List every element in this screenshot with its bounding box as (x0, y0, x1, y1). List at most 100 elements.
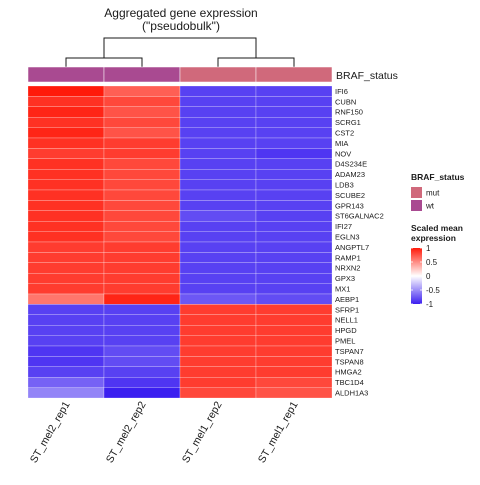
cell-MIA-ST_mel1_rep1 (255, 137, 333, 149)
gene-label: ALDH1A3 (335, 389, 368, 398)
status-legend-swatch-mut (411, 187, 422, 198)
sample-label: ST_mel2_rep1 (28, 399, 73, 465)
cell-RAMP1-ST_mel1_rep1 (255, 252, 333, 263)
annotation-cell-ST_mel2_rep1 (27, 66, 105, 83)
gene-label: AEBP1 (335, 295, 359, 304)
cell-NELL1-ST_mel2_rep2 (103, 314, 181, 326)
cell-ANGPTL7-ST_mel2_rep1 (27, 241, 105, 253)
cell-HPGD-ST_mel1_rep2 (179, 325, 257, 336)
cell-IFI6-ST_mel2_rep1 (27, 85, 105, 97)
cell-CUBN-ST_mel2_rep2 (103, 96, 181, 107)
cell-SFRP1-ST_mel1_rep1 (255, 304, 333, 315)
cell-RNF150-ST_mel2_rep1 (27, 106, 105, 118)
cell-NELL1-ST_mel1_rep2 (179, 314, 257, 326)
color-scale-tick-label: 0.5 (426, 258, 438, 267)
cell-D4S234E-ST_mel1_rep2 (179, 158, 257, 170)
gene-label: NRXN2 (335, 264, 360, 273)
cell-CST2-ST_mel2_rep1 (27, 127, 105, 139)
cell-TSPAN8-ST_mel2_rep1 (27, 356, 105, 367)
cell-HPGD-ST_mel2_rep2 (103, 325, 181, 336)
cell-HMGA2-ST_mel1_rep2 (179, 366, 257, 378)
annotation-bar (27, 66, 333, 83)
cell-ANGPTL7-ST_mel1_rep2 (179, 241, 257, 253)
cell-HMGA2-ST_mel1_rep1 (255, 366, 333, 378)
title-line-2: ("pseudobulk") (142, 19, 220, 33)
cell-HPGD-ST_mel1_rep1 (255, 325, 333, 336)
sample-label: ST_mel1_rep1 (256, 399, 301, 465)
cell-HPGD-ST_mel2_rep1 (27, 325, 105, 336)
cell-MX1-ST_mel1_rep1 (255, 283, 333, 295)
cell-RNF150-ST_mel1_rep1 (255, 106, 333, 118)
cell-NOV-ST_mel2_rep2 (103, 148, 181, 159)
sample-label: ST_mel2_rep2 (104, 399, 149, 465)
cell-TBC1D4-ST_mel1_rep2 (179, 377, 257, 388)
cell-TSPAN8-ST_mel2_rep2 (103, 356, 181, 367)
cell-RNF150-ST_mel2_rep2 (103, 106, 181, 118)
gene-label: CUBN (335, 97, 356, 106)
cell-ANGPTL7-ST_mel1_rep1 (255, 241, 333, 253)
cell-MIA-ST_mel1_rep2 (179, 137, 257, 149)
cell-GPX3-ST_mel1_rep1 (255, 273, 333, 284)
cell-ADAM23-ST_mel2_rep2 (103, 169, 181, 180)
cell-TSPAN7-ST_mel1_rep1 (255, 345, 333, 357)
cell-MX1-ST_mel2_rep2 (103, 283, 181, 295)
cell-AEBP1-ST_mel1_rep1 (255, 293, 333, 305)
column-dendrogram (65, 37, 295, 67)
color-scale-legend: Scaled mean expression 1 0.5 0 -0.5 -1 (411, 223, 463, 309)
cell-CST2-ST_mel2_rep2 (103, 127, 181, 139)
cell-CST2-ST_mel1_rep1 (255, 127, 333, 139)
cell-ALDH1A3-ST_mel1_rep2 (179, 387, 257, 399)
cell-NELL1-ST_mel2_rep1 (27, 314, 105, 326)
cell-HMGA2-ST_mel2_rep1 (27, 366, 105, 378)
gene-label: IFI6 (335, 87, 348, 96)
cell-CUBN-ST_mel1_rep1 (255, 96, 333, 107)
heatmap-cells (27, 85, 333, 399)
status-legend-label-mut: mut (426, 189, 440, 198)
annotation-cell-ST_mel1_rep1 (255, 66, 333, 83)
status-legend-label-wt: wt (425, 202, 435, 211)
gene-label: EGLN3 (335, 233, 360, 242)
cell-TBC1D4-ST_mel2_rep1 (27, 377, 105, 388)
cell-SFRP1-ST_mel2_rep1 (27, 304, 105, 315)
gene-label: NELL1 (335, 316, 358, 325)
dendrogram-branch-wt (65, 57, 143, 67)
status-legend: BRAF_status mut wt (411, 172, 465, 211)
annotation-cell-ST_mel2_rep2 (103, 66, 181, 83)
gene-label: SCRG1 (335, 118, 361, 127)
cell-NOV-ST_mel1_rep1 (255, 148, 333, 159)
color-scale-tick-label: -0.5 (426, 286, 440, 295)
color-scale-bar (411, 248, 422, 304)
cell-RAMP1-ST_mel1_rep2 (179, 252, 257, 263)
cell-TBC1D4-ST_mel2_rep2 (103, 377, 181, 388)
cell-NOV-ST_mel1_rep2 (179, 148, 257, 159)
cell-LDB3-ST_mel1_rep1 (255, 179, 333, 191)
cell-SCUBE2-ST_mel2_rep2 (103, 189, 181, 201)
cell-ADAM23-ST_mel1_rep2 (179, 169, 257, 180)
cell-MX1-ST_mel2_rep1 (27, 283, 105, 295)
cell-TSPAN7-ST_mel2_rep2 (103, 345, 181, 357)
gene-label: MIA (335, 139, 348, 148)
cell-LDB3-ST_mel2_rep1 (27, 179, 105, 191)
annotation-label: BRAF_status (336, 70, 398, 82)
cell-MIA-ST_mel2_rep2 (103, 137, 181, 149)
cell-EGLN3-ST_mel2_rep1 (27, 231, 105, 243)
cell-CUBN-ST_mel2_rep1 (27, 96, 105, 107)
cell-MIA-ST_mel2_rep1 (27, 137, 105, 149)
cell-NRXN2-ST_mel1_rep2 (179, 262, 257, 274)
cell-GPR143-ST_mel1_rep2 (179, 200, 257, 211)
gene-label: D4S234E (335, 160, 367, 169)
cell-ST6GALNAC2-ST_mel1_rep1 (255, 210, 333, 222)
cell-NRXN2-ST_mel2_rep1 (27, 262, 105, 274)
cell-ST6GALNAC2-ST_mel2_rep2 (103, 210, 181, 222)
cell-SCUBE2-ST_mel1_rep1 (255, 189, 333, 201)
cell-GPR143-ST_mel2_rep2 (103, 200, 181, 211)
status-legend-swatch-wt (411, 200, 422, 211)
gene-label: NOV (335, 149, 351, 158)
cell-ADAM23-ST_mel2_rep1 (27, 169, 105, 180)
gene-label: RAMP1 (335, 253, 361, 262)
gene-label: RNF150 (335, 108, 363, 117)
gene-label: MX1 (335, 285, 350, 294)
gene-label: ST6GALNAC2 (335, 212, 384, 221)
